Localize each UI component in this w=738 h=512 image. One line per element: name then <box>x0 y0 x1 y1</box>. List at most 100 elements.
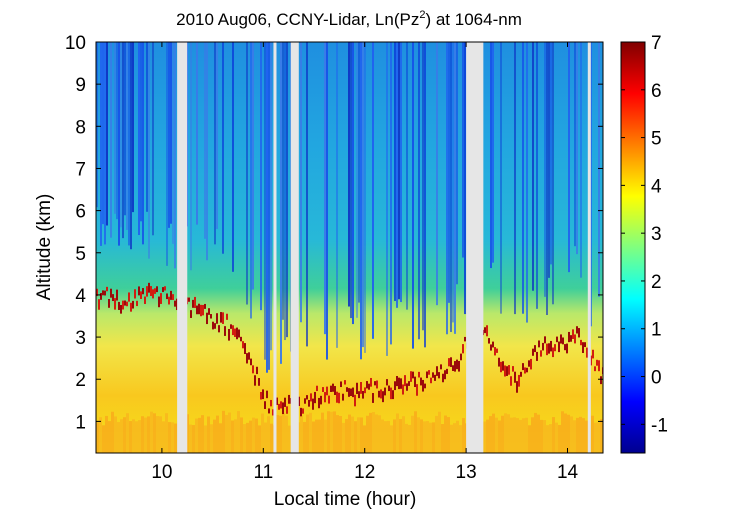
aerosol-layer-cell <box>342 422 345 453</box>
boundary-layer-cell <box>596 359 598 366</box>
boundary-layer-cell <box>424 383 426 389</box>
boundary-layer-cell <box>208 308 210 315</box>
colorbar-tick-label: 7 <box>651 33 662 54</box>
aerosol-layer-cell <box>579 416 582 453</box>
boundary-layer-cell <box>422 379 424 392</box>
boundary-layer-cell <box>216 313 218 324</box>
boundary-layer-cell <box>330 385 332 392</box>
boundary-layer-cell <box>266 390 268 399</box>
aerosol-layer-cell <box>381 419 384 453</box>
y-tick-label: 6 <box>75 202 86 223</box>
boundary-layer-cell <box>258 378 260 386</box>
noise-streak <box>196 42 198 225</box>
boundary-layer-cell <box>438 372 440 379</box>
boundary-layer-cell <box>126 301 128 307</box>
boundary-layer-cell <box>152 289 154 299</box>
y-tick-label: 4 <box>75 286 86 307</box>
noise-streak <box>114 42 116 214</box>
y-axis: 1 2 3 4 5 6 7 8 9 10 <box>65 33 603 433</box>
noise-streak <box>590 42 592 327</box>
boundary-layer-cell <box>112 294 114 301</box>
aerosol-layer-cell <box>99 417 102 453</box>
boundary-layer-cell <box>512 366 514 372</box>
boundary-layer-cell <box>350 388 352 396</box>
aerosol-layer-cell <box>378 415 381 453</box>
boundary-layer-cell <box>220 312 222 323</box>
noise-streak <box>350 42 352 319</box>
aerosol-layer-cell <box>216 415 219 453</box>
boundary-layer-cell <box>148 282 150 293</box>
aerosol-layer-cell <box>408 424 411 453</box>
noise-streak <box>450 42 452 332</box>
noise-streak <box>252 42 254 290</box>
aerosol-layer-cell <box>543 420 546 453</box>
aerosol-layer-cell <box>504 413 507 453</box>
colorbar-gradient <box>620 41 646 454</box>
boundary-layer-cell <box>98 299 100 310</box>
boundary-layer-cell <box>164 286 166 291</box>
boundary-layer-cell <box>564 344 566 351</box>
boundary-layer-cell <box>230 324 232 329</box>
aerosol-layer-cell <box>312 421 315 453</box>
boundary-layer-cell <box>114 298 116 310</box>
noise-streak <box>284 42 286 341</box>
noise-streak <box>396 42 398 308</box>
noise-streak <box>454 42 456 334</box>
boundary-layer-cell <box>140 291 142 299</box>
boundary-layer-cell <box>288 394 290 404</box>
boundary-layer-cell <box>246 353 248 364</box>
colorbar-ticks: -1 0 1 2 3 4 5 6 7 <box>621 33 668 436</box>
boundary-layer-cell <box>454 361 456 372</box>
aerosol-layer-cell <box>270 423 273 453</box>
aerosol-layer-cell <box>204 425 207 453</box>
aerosol-layer-cell <box>165 413 168 453</box>
noise-streak <box>106 42 108 226</box>
aerosol-layer-cell <box>264 422 267 453</box>
boundary-layer-cell <box>490 344 492 351</box>
boundary-layer-cell <box>374 381 376 386</box>
boundary-layer-cell <box>134 289 136 299</box>
aerosol-layer-cell <box>339 416 342 453</box>
noise-streak <box>140 42 142 222</box>
boundary-layer-cell <box>382 391 384 403</box>
boundary-layer-cell <box>302 408 304 414</box>
noise-streak <box>386 42 388 356</box>
boundary-layer-cell <box>406 383 408 391</box>
boundary-layer-cell <box>300 407 302 417</box>
noise-streak <box>100 42 102 246</box>
aerosol-layer-cell <box>522 418 525 453</box>
noise-streak <box>120 42 122 228</box>
aerosol-layer-cell <box>228 412 231 453</box>
aerosol-layer-cell <box>240 417 243 453</box>
noise-streak <box>492 42 494 263</box>
aerosol-layer-cell <box>546 425 549 453</box>
boundary-layer-cell <box>142 288 144 295</box>
boundary-layer-cell <box>452 365 454 371</box>
title-superscript: 2 <box>419 9 425 21</box>
aerosol-layer-cell <box>402 416 405 453</box>
y-tick-label: 9 <box>75 75 86 96</box>
boundary-layer-cell <box>538 340 540 348</box>
boundary-layer-cell <box>368 383 370 390</box>
boundary-layer-cell <box>566 343 568 354</box>
boundary-layer-cell <box>404 375 406 387</box>
aerosol-layer-cell <box>486 419 489 453</box>
boundary-layer-cell <box>102 290 104 296</box>
noise-streak <box>360 42 362 360</box>
aerosol-layer-cell <box>213 419 216 453</box>
noise-streak <box>128 42 130 246</box>
aerosol-layer-cell <box>345 419 348 453</box>
aerosol-layer-cell <box>147 416 150 453</box>
boundary-layer-cell <box>160 293 162 304</box>
aerosol-layer-cell <box>279 415 282 453</box>
aerosol-layer-cell <box>510 417 513 453</box>
boundary-layer-cell <box>360 382 362 394</box>
noise-streak <box>232 42 234 272</box>
boundary-layer-cell <box>584 342 586 348</box>
aerosol-layer-cell <box>429 422 432 453</box>
boundary-layer-cell <box>332 383 334 392</box>
aerosol-layer-cell <box>330 411 333 453</box>
boundary-layer-cell <box>324 392 326 403</box>
noise-streak <box>300 42 302 323</box>
boundary-layer-cell <box>484 327 486 334</box>
